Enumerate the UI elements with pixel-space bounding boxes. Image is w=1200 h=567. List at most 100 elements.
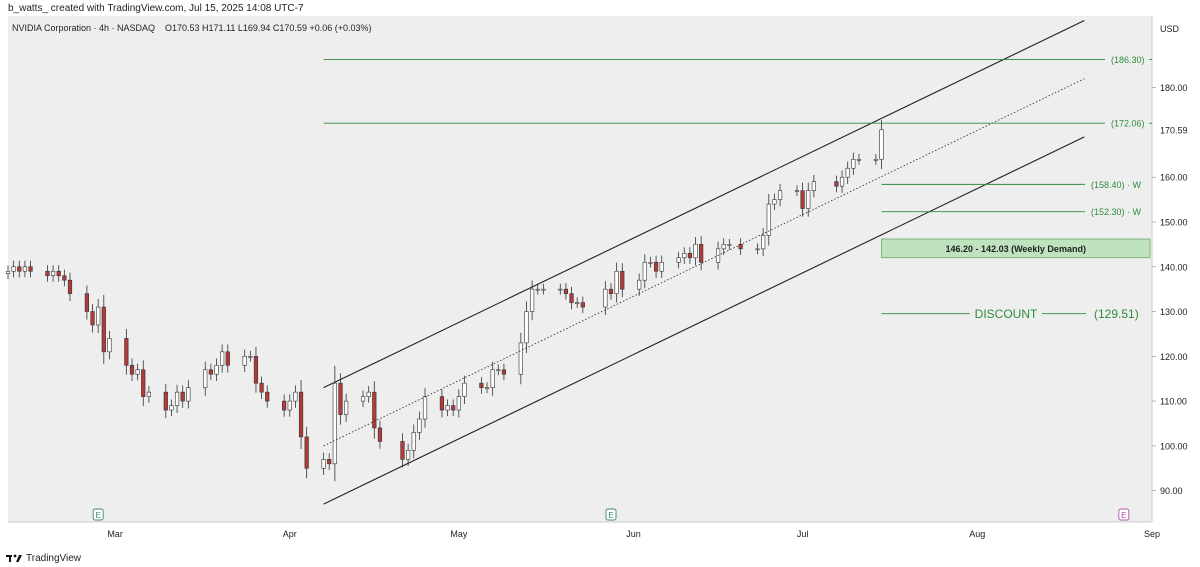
candle-body xyxy=(338,382,343,415)
candle-body xyxy=(282,400,287,411)
candle-body xyxy=(637,279,642,290)
candle-body xyxy=(135,369,140,375)
candle-body xyxy=(676,257,681,263)
legend-symbol: NVIDIA Corporation · 4h · NASDAQ xyxy=(12,23,155,33)
x-tick-label: Sep xyxy=(1144,529,1160,539)
candle-body xyxy=(225,351,230,366)
tradingview-logo-icon xyxy=(6,554,22,562)
candle-body xyxy=(439,396,445,411)
candle-body xyxy=(124,338,129,366)
candle-body xyxy=(406,450,411,460)
candle-body xyxy=(501,369,507,375)
candle-body xyxy=(687,253,692,259)
candle-body xyxy=(811,181,816,191)
level-label: (172.06) xyxy=(1111,119,1145,129)
candle-body xyxy=(575,302,580,304)
candle-body xyxy=(208,369,213,375)
candle-body xyxy=(620,270,625,290)
footer: TradingView xyxy=(6,551,81,565)
candle-body xyxy=(253,356,259,384)
candles-layer xyxy=(5,119,884,482)
candle-body xyxy=(761,235,766,250)
candle-body xyxy=(839,176,845,187)
candle-body xyxy=(851,158,856,169)
candle-body xyxy=(107,338,112,353)
candle-body xyxy=(203,369,208,388)
currency-label: USD xyxy=(1160,24,1180,34)
candle-body xyxy=(344,400,349,415)
candle-body xyxy=(800,190,805,209)
candle-body xyxy=(834,181,839,187)
candle-body xyxy=(462,382,467,397)
candle-body xyxy=(642,261,647,281)
channel-lower-line xyxy=(323,136,1085,505)
candle-body xyxy=(772,199,777,205)
y-tick-label: 160.00 xyxy=(1160,173,1188,183)
candle-body xyxy=(56,270,61,277)
tradingview-brand: TradingView xyxy=(26,552,82,564)
candle-body xyxy=(845,167,850,178)
candle-body xyxy=(614,270,619,294)
candle-body xyxy=(96,306,101,326)
price-chart[interactable]: (186.30) (172.06) (158.40) · W (152.30) · W… xyxy=(0,15,1200,567)
candle-body xyxy=(265,391,270,402)
level-label: (186.30) xyxy=(1111,55,1145,65)
candle-body xyxy=(529,288,535,312)
candle-body xyxy=(456,396,461,411)
x-tick-label: Apr xyxy=(283,529,297,539)
candle-body xyxy=(766,203,771,236)
candle-body xyxy=(721,244,726,250)
candle-body xyxy=(129,364,135,375)
candle-body xyxy=(298,391,304,438)
price-axis[interactable] xyxy=(1152,16,1200,522)
candle-body xyxy=(293,391,298,402)
candle-body xyxy=(169,405,174,411)
candle-body xyxy=(484,387,490,389)
candle-body xyxy=(794,190,800,192)
earnings-marker-letter: E xyxy=(1121,511,1126,520)
candle-body xyxy=(101,306,106,353)
candle-body xyxy=(777,190,783,200)
candle-body xyxy=(163,391,168,411)
candle-body xyxy=(220,351,225,366)
discount-text: DISCOUNT xyxy=(975,307,1038,321)
x-tick-label: May xyxy=(450,529,468,539)
candle-body xyxy=(141,369,146,397)
candle-body xyxy=(535,288,540,291)
candle-body xyxy=(242,356,247,366)
y-tick-label: 150.00 xyxy=(1160,217,1188,227)
candle-body xyxy=(580,302,585,308)
candle-body xyxy=(22,266,28,272)
candle-body xyxy=(186,387,191,402)
x-tick-label: Mar xyxy=(107,529,123,539)
y-axis-labels: 90.00 100.00 110.00 120.00 130.00 140.00 150.0… xyxy=(1152,83,1188,496)
candle-body xyxy=(62,275,67,281)
earnings-marker-letter: E xyxy=(608,511,613,520)
y-tick-label: 120.00 xyxy=(1160,352,1188,362)
candle-body xyxy=(518,342,523,375)
candle-body xyxy=(67,279,73,294)
demand-zone-box xyxy=(881,238,1151,259)
earnings-marker-letter: E xyxy=(95,511,100,520)
candle-body xyxy=(400,441,405,460)
levels-layer: (186.30) (172.06) (158.40) · W (152.30) · W… xyxy=(323,55,1152,321)
candle-body xyxy=(360,396,366,402)
candle-body xyxy=(755,248,760,251)
candle-body xyxy=(11,266,16,272)
candle-body xyxy=(28,266,33,272)
earnings-marker-box xyxy=(605,508,617,521)
candle-body xyxy=(422,396,428,420)
x-tick-label: Aug xyxy=(969,529,985,539)
time-axis[interactable] xyxy=(8,522,1152,543)
level-label: (158.40) · W xyxy=(1091,180,1142,190)
candle-body xyxy=(45,270,50,277)
candle-body xyxy=(90,311,95,326)
earnings-marker-box xyxy=(92,508,104,521)
y-tick-label: 90.00 xyxy=(1160,486,1183,496)
candle-body xyxy=(693,244,698,259)
earnings-marker-box xyxy=(1118,508,1130,521)
y-tick-label: 110.00 xyxy=(1160,397,1187,407)
candle-body xyxy=(174,391,180,406)
channel-upper-line xyxy=(323,19,1085,389)
